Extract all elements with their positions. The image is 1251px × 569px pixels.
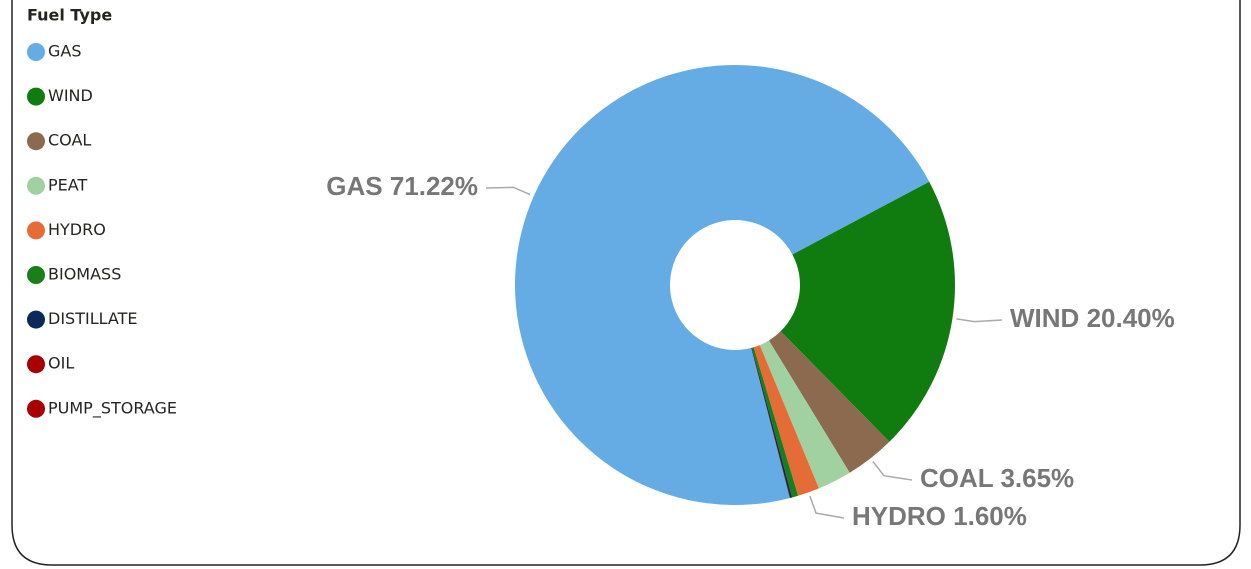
legend-label: BIOMASS: [48, 265, 121, 284]
legend-marker: [27, 43, 45, 61]
data-label-category: WIND: [1010, 303, 1079, 333]
legend-marker: [27, 87, 45, 106]
legend-label: PEAT: [48, 175, 87, 194]
leader-line: [485, 186, 531, 196]
donut-slice: [751, 347, 790, 499]
donut-slice: [751, 347, 793, 498]
donut-slice: [751, 347, 799, 498]
data-label-value: 3.65%: [1000, 463, 1074, 493]
data-label: GAS 71.22%: [326, 171, 478, 201]
legend-marker: [27, 399, 45, 418]
data-label: WIND 20.40%: [1010, 303, 1175, 333]
legend-marker: [27, 221, 45, 240]
donut: [515, 64, 955, 506]
data-label-value: 71.22%: [390, 171, 478, 201]
leader-line: [872, 461, 913, 481]
data-label: HYDRO 1.60%: [852, 501, 1027, 531]
leader-line: [956, 318, 1003, 323]
legend-label: PUMP_STORAGE: [48, 398, 177, 418]
legend-label: WIND: [48, 86, 93, 105]
leader-line: [809, 495, 845, 519]
data-label-category: GAS: [326, 171, 382, 201]
donut-slice: [753, 345, 819, 496]
visual-border: [11, 0, 1241, 566]
legend-label: DISTILLATE: [48, 309, 137, 328]
donut-slice: [759, 340, 850, 489]
donut-slice: [768, 331, 890, 473]
data-label-category: COAL: [920, 463, 994, 493]
legend-marker: [27, 266, 45, 284]
legend-marker: [27, 310, 45, 329]
donut-slice: [780, 181, 955, 442]
data-labels: GAS 71.22% WIND 20.40% COAL 3.65% HYDRO 1.6…: [326, 171, 1175, 531]
donut-slice: [515, 64, 930, 506]
legend-marker: [27, 176, 45, 195]
data-label: COAL 3.65%: [920, 463, 1074, 493]
legend-title: Fuel Type: [27, 6, 112, 25]
data-label-category: HYDRO: [852, 501, 946, 531]
legend-marker: [27, 132, 45, 151]
legend-marker: [27, 355, 45, 374]
legend: GAS WIND COAL PEAT HYDRO BIOMASS DISTILLATE OIL…: [27, 42, 177, 418]
legend-label: HYDRO: [48, 220, 106, 239]
data-label-value: 20.40%: [1087, 303, 1175, 333]
donut-slice: [751, 347, 791, 499]
legend-label: COAL: [48, 131, 91, 150]
data-label-value: 1.60%: [953, 501, 1027, 531]
legend-label: GAS: [48, 42, 82, 61]
legend-label: OIL: [48, 354, 74, 373]
